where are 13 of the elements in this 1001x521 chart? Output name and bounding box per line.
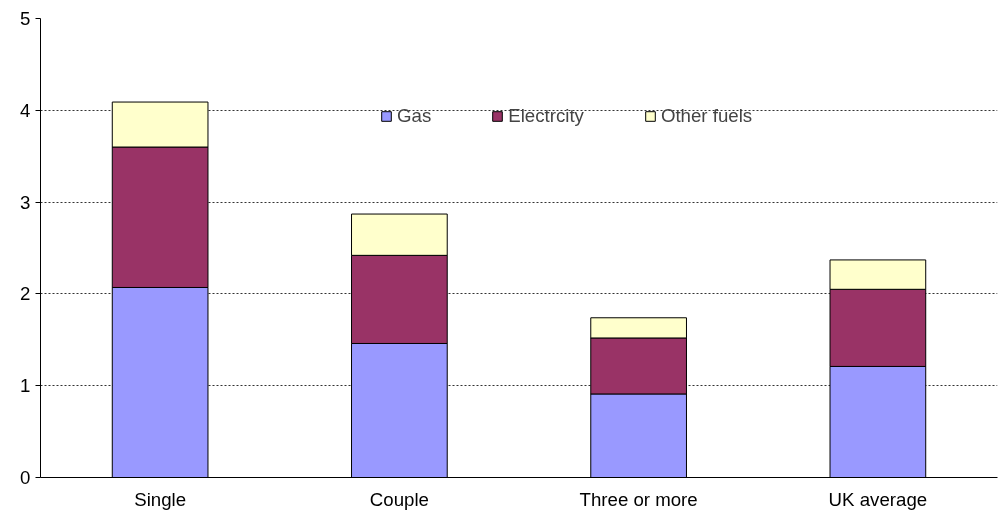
y-tick-label: 3 (20, 191, 31, 213)
legend-label: Electrcity (508, 105, 584, 127)
y-tick-label: 4 (20, 99, 31, 121)
x-tick-label: UK average (828, 488, 928, 510)
legend-label: Other fuels (660, 105, 753, 127)
y-tick-label: 2 (20, 283, 31, 305)
legend-label: Gas (397, 105, 432, 127)
y-tick-label: 5 (20, 8, 31, 29)
x-tick-label: Couple (369, 488, 429, 510)
x-tick-label: Single (134, 488, 187, 510)
y-tick-label: 0 (20, 467, 31, 488)
x-tick-label: Three or more (579, 488, 698, 510)
y-tick-label: 1 (20, 375, 31, 397)
